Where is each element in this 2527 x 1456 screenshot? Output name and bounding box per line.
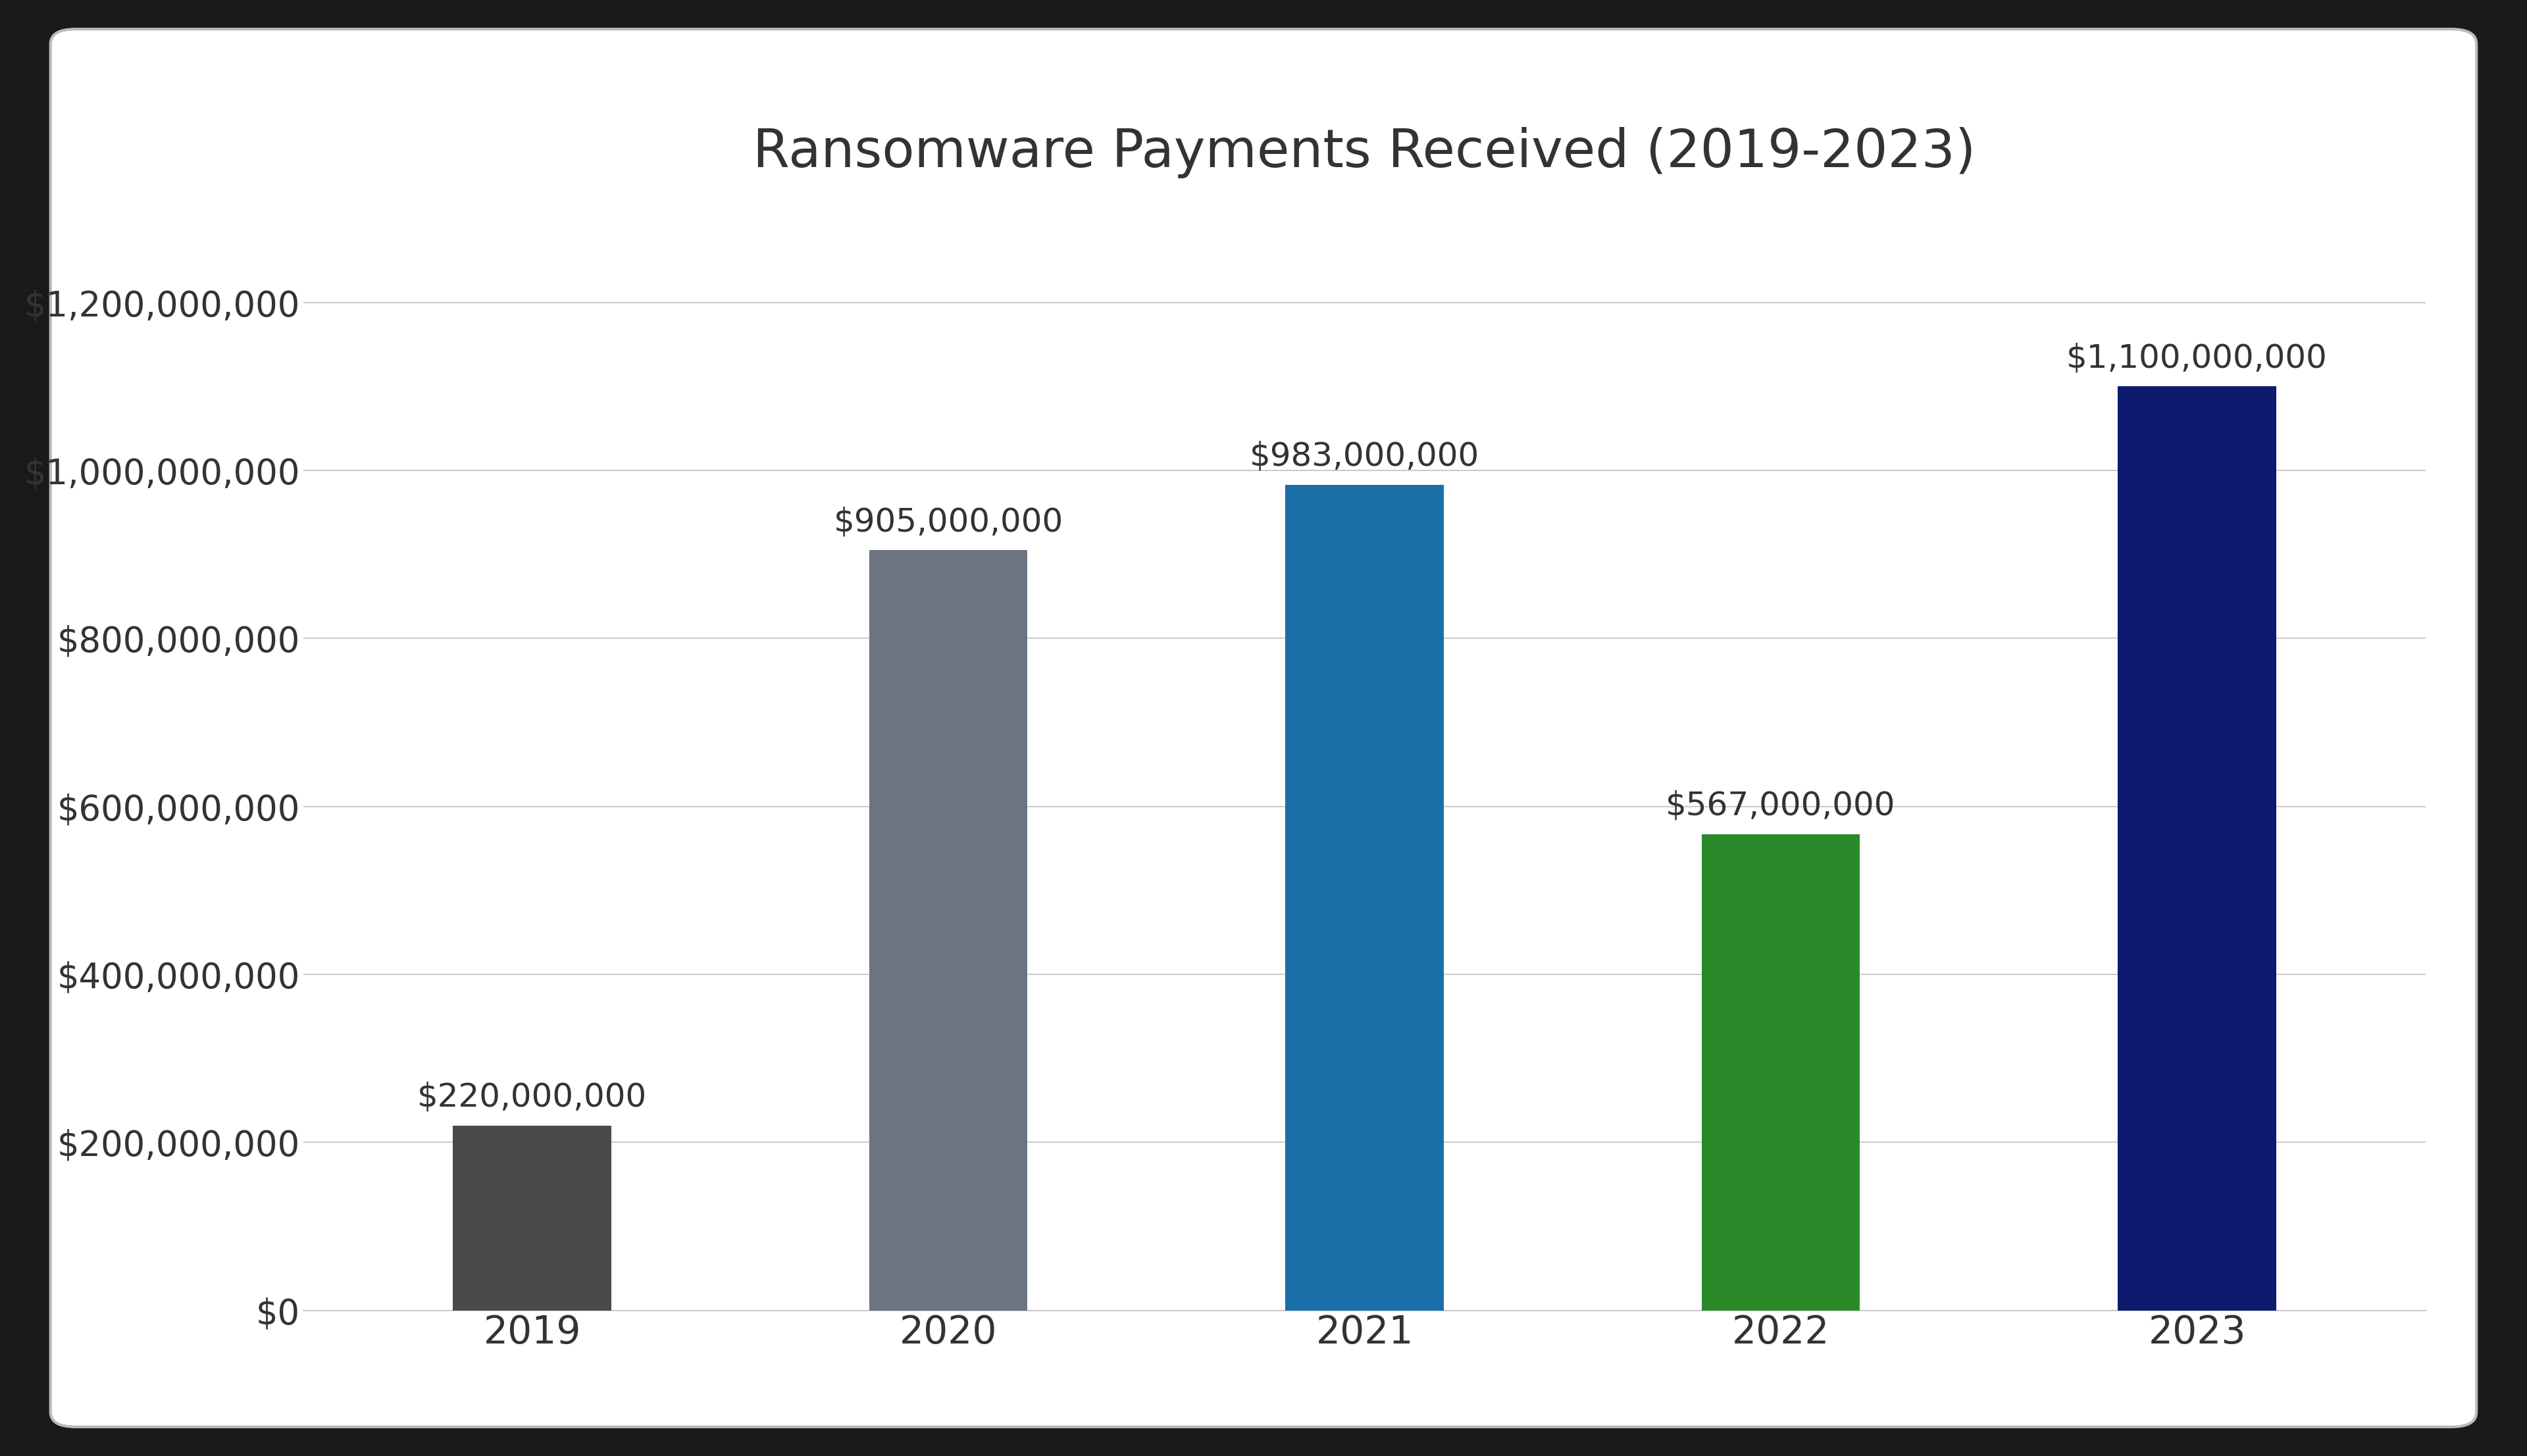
- Text: Ransomware Payments Received (2019-2023): Ransomware Payments Received (2019-2023): [753, 127, 1976, 179]
- Bar: [452, 1125, 612, 1310]
- Bar: [869, 550, 1028, 1310]
- Text: $567,000,000: $567,000,000: [1665, 791, 1895, 821]
- Text: $220,000,000: $220,000,000: [417, 1082, 647, 1112]
- Text: $1,100,000,000: $1,100,000,000: [2067, 342, 2327, 374]
- Text: $905,000,000: $905,000,000: [834, 507, 1064, 537]
- Bar: [1701, 834, 1860, 1310]
- Bar: [1286, 485, 1443, 1310]
- Bar: [2118, 386, 2277, 1310]
- Text: $983,000,000: $983,000,000: [1251, 441, 1478, 472]
